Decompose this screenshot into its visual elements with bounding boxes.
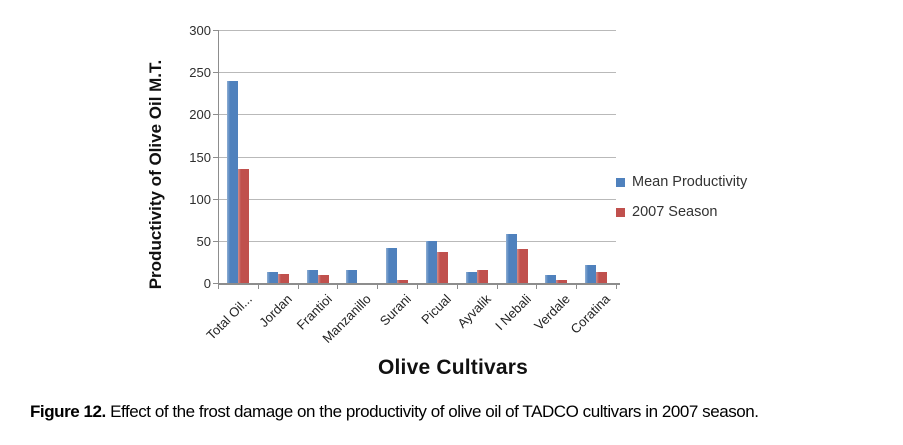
legend-label: 2007 Season bbox=[632, 204, 718, 220]
x-axis-title: Olive Cultivars bbox=[377, 356, 529, 379]
x-axis-tick bbox=[218, 285, 219, 289]
bar-mean-productivity bbox=[266, 272, 278, 283]
x-axis-tick bbox=[576, 285, 578, 289]
x-axis-tick bbox=[496, 285, 498, 289]
legend-item-2007-season: 2007 Season bbox=[616, 202, 747, 222]
y-axis-tick bbox=[213, 30, 218, 31]
y-tick-label: 300 bbox=[189, 23, 211, 38]
y-axis-line bbox=[218, 30, 219, 283]
y-axis-tick bbox=[213, 240, 218, 242]
x-axis-tick bbox=[337, 285, 339, 289]
y-axis-tick bbox=[213, 114, 218, 116]
y-tick-label: 250 bbox=[189, 65, 211, 81]
gridline bbox=[218, 114, 616, 116]
y-tick-label: 200 bbox=[189, 107, 211, 123]
chart-legend: Mean Productivity 2007 Season bbox=[616, 172, 747, 232]
bar-2007-season bbox=[556, 280, 568, 283]
bar-mean-productivity bbox=[346, 270, 358, 283]
x-axis-tick bbox=[297, 285, 299, 289]
y-axis-tick bbox=[213, 72, 218, 74]
bar-2007-season bbox=[596, 272, 608, 283]
bar-2007-season bbox=[277, 273, 289, 283]
gridline bbox=[218, 30, 616, 31]
legend-label: Mean Productivity bbox=[632, 174, 748, 190]
x-axis-tick bbox=[377, 285, 379, 289]
bar-mean-productivity bbox=[545, 274, 557, 283]
figure-caption-text: Effect of the frost damage on the produc… bbox=[105, 402, 759, 421]
y-axis-tick bbox=[213, 283, 218, 284]
x-axis-tick bbox=[616, 285, 617, 289]
bar-mean-productivity bbox=[425, 240, 437, 283]
figure-caption-label: Figure 12. bbox=[30, 402, 106, 421]
x-axis-tick bbox=[456, 285, 458, 289]
bar-mean-productivity bbox=[585, 265, 597, 283]
bar-2007-season bbox=[237, 169, 249, 283]
legend-swatch-blue bbox=[616, 177, 625, 187]
figure-caption: Figure 12. Effect of the frost damage on… bbox=[30, 402, 900, 422]
y-tick-label: 50 bbox=[196, 233, 211, 249]
x-axis-tick bbox=[417, 285, 418, 289]
bar-2007-season bbox=[436, 251, 448, 283]
legend-swatch-red bbox=[616, 207, 625, 217]
y-tick-label: 0 bbox=[203, 276, 211, 291]
bar-mean-productivity bbox=[226, 80, 238, 283]
gridline bbox=[218, 198, 616, 200]
bar-mean-productivity bbox=[386, 248, 398, 283]
bar-mean-productivity bbox=[306, 270, 318, 283]
gridline bbox=[218, 240, 616, 242]
bar-mean-productivity bbox=[465, 272, 477, 283]
gridline bbox=[218, 72, 616, 74]
y-tick-label: 100 bbox=[189, 191, 211, 207]
x-axis-line bbox=[218, 283, 620, 285]
y-tick-label: 150 bbox=[189, 149, 211, 165]
x-axis-tick bbox=[257, 285, 259, 289]
x-axis-tick bbox=[536, 285, 538, 289]
bar-mean-productivity bbox=[505, 234, 517, 283]
legend-item-mean-productivity: Mean Productivity bbox=[616, 172, 747, 192]
y-axis-title: Productivity of Olive Oil M.T. bbox=[146, 59, 165, 290]
bar-2007-season bbox=[397, 279, 409, 283]
y-axis-tick bbox=[213, 198, 218, 200]
bar-2007-season bbox=[516, 249, 528, 283]
gridline bbox=[218, 156, 616, 158]
y-axis-tick bbox=[213, 156, 218, 158]
bar-2007-season bbox=[317, 275, 329, 283]
bar-2007-season bbox=[476, 270, 488, 283]
